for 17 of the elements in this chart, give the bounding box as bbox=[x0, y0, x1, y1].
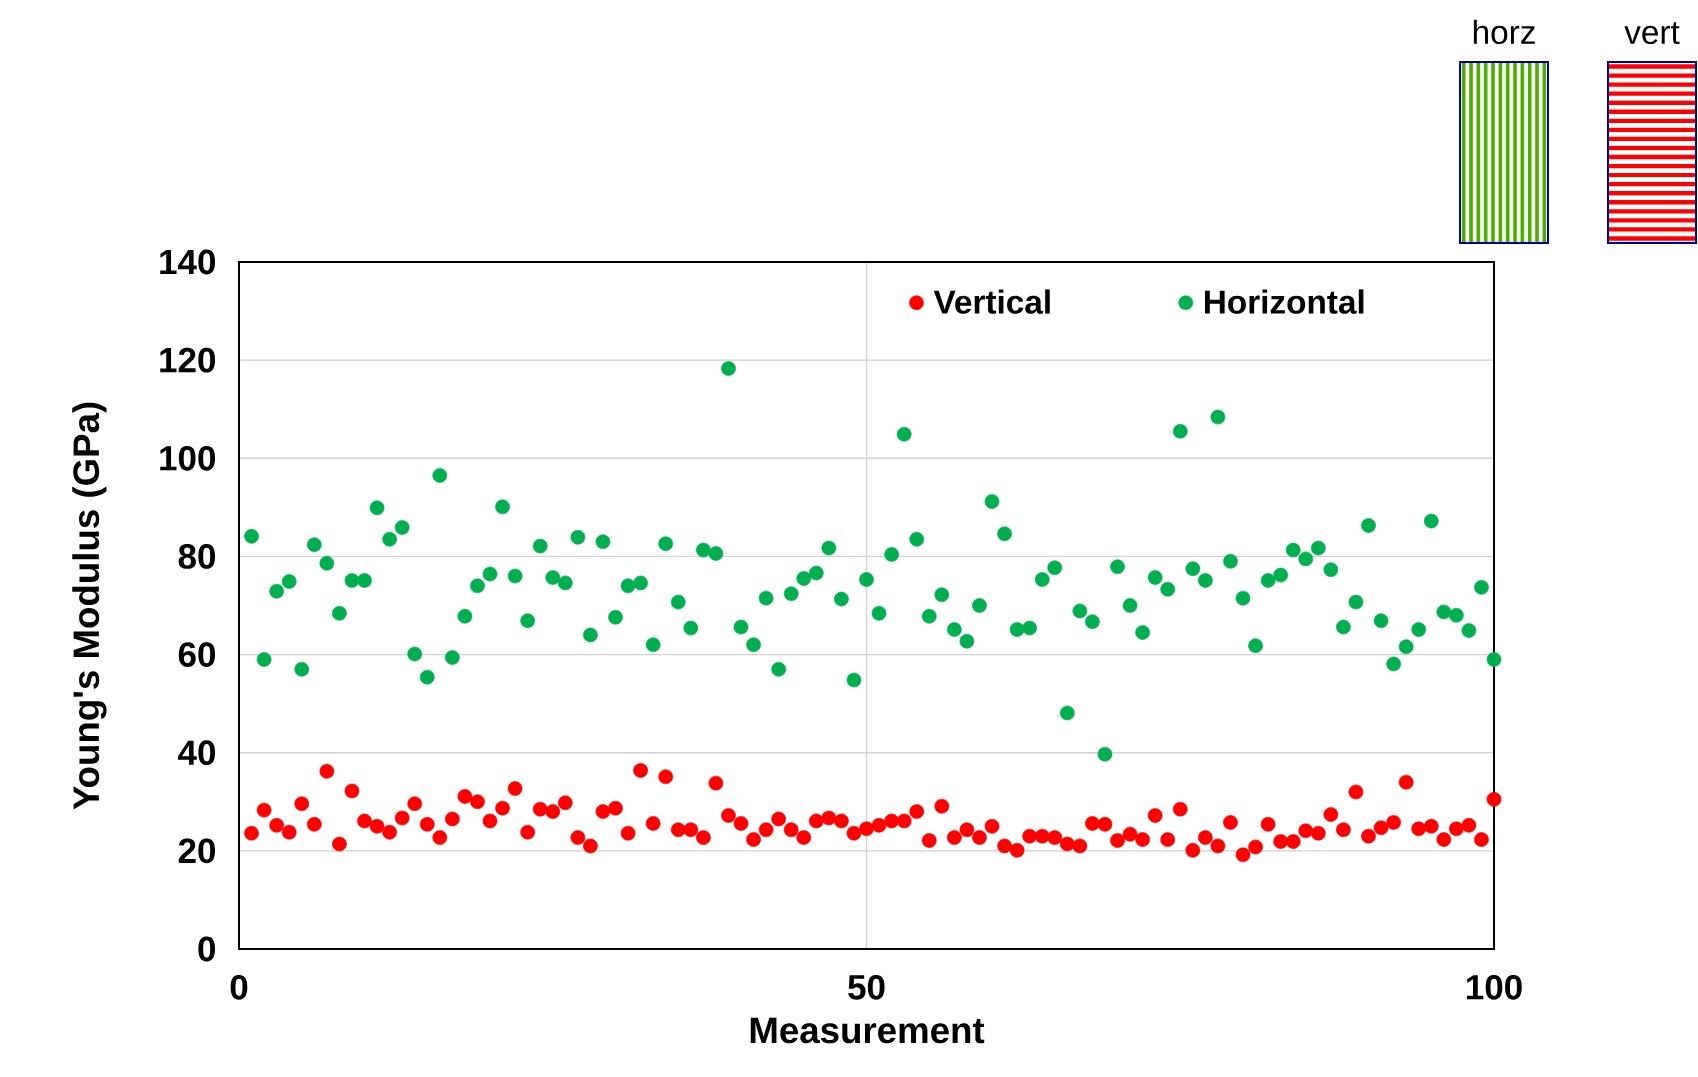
y-tick-label: 140 bbox=[160, 249, 216, 275]
x-tick-label: 0 bbox=[230, 974, 248, 1000]
text: horz bbox=[1473, 19, 1535, 45]
y-tick-label: 40 bbox=[178, 740, 216, 766]
y-tick-label: 120 bbox=[160, 347, 216, 373]
y-axis-title: Young's Modulus (GPa) bbox=[72, 402, 107, 810]
y-tick-label: 80 bbox=[178, 544, 216, 569]
y-tick-label: 100 bbox=[160, 445, 216, 471]
text: vert bbox=[1624, 22, 1680, 45]
y-tick-label: 0 bbox=[198, 936, 216, 962]
x-axis-title: Measurement bbox=[750, 1017, 985, 1044]
y-tick-label: 60 bbox=[178, 642, 216, 667]
x-tick-label: 50 bbox=[848, 974, 885, 1000]
y-tick-label: 20 bbox=[178, 838, 216, 864]
legend-label: Vertical bbox=[933, 289, 1050, 314]
legend-label: Horizontal bbox=[1205, 289, 1364, 314]
x-tick-label: 100 bbox=[1467, 974, 1522, 1000]
